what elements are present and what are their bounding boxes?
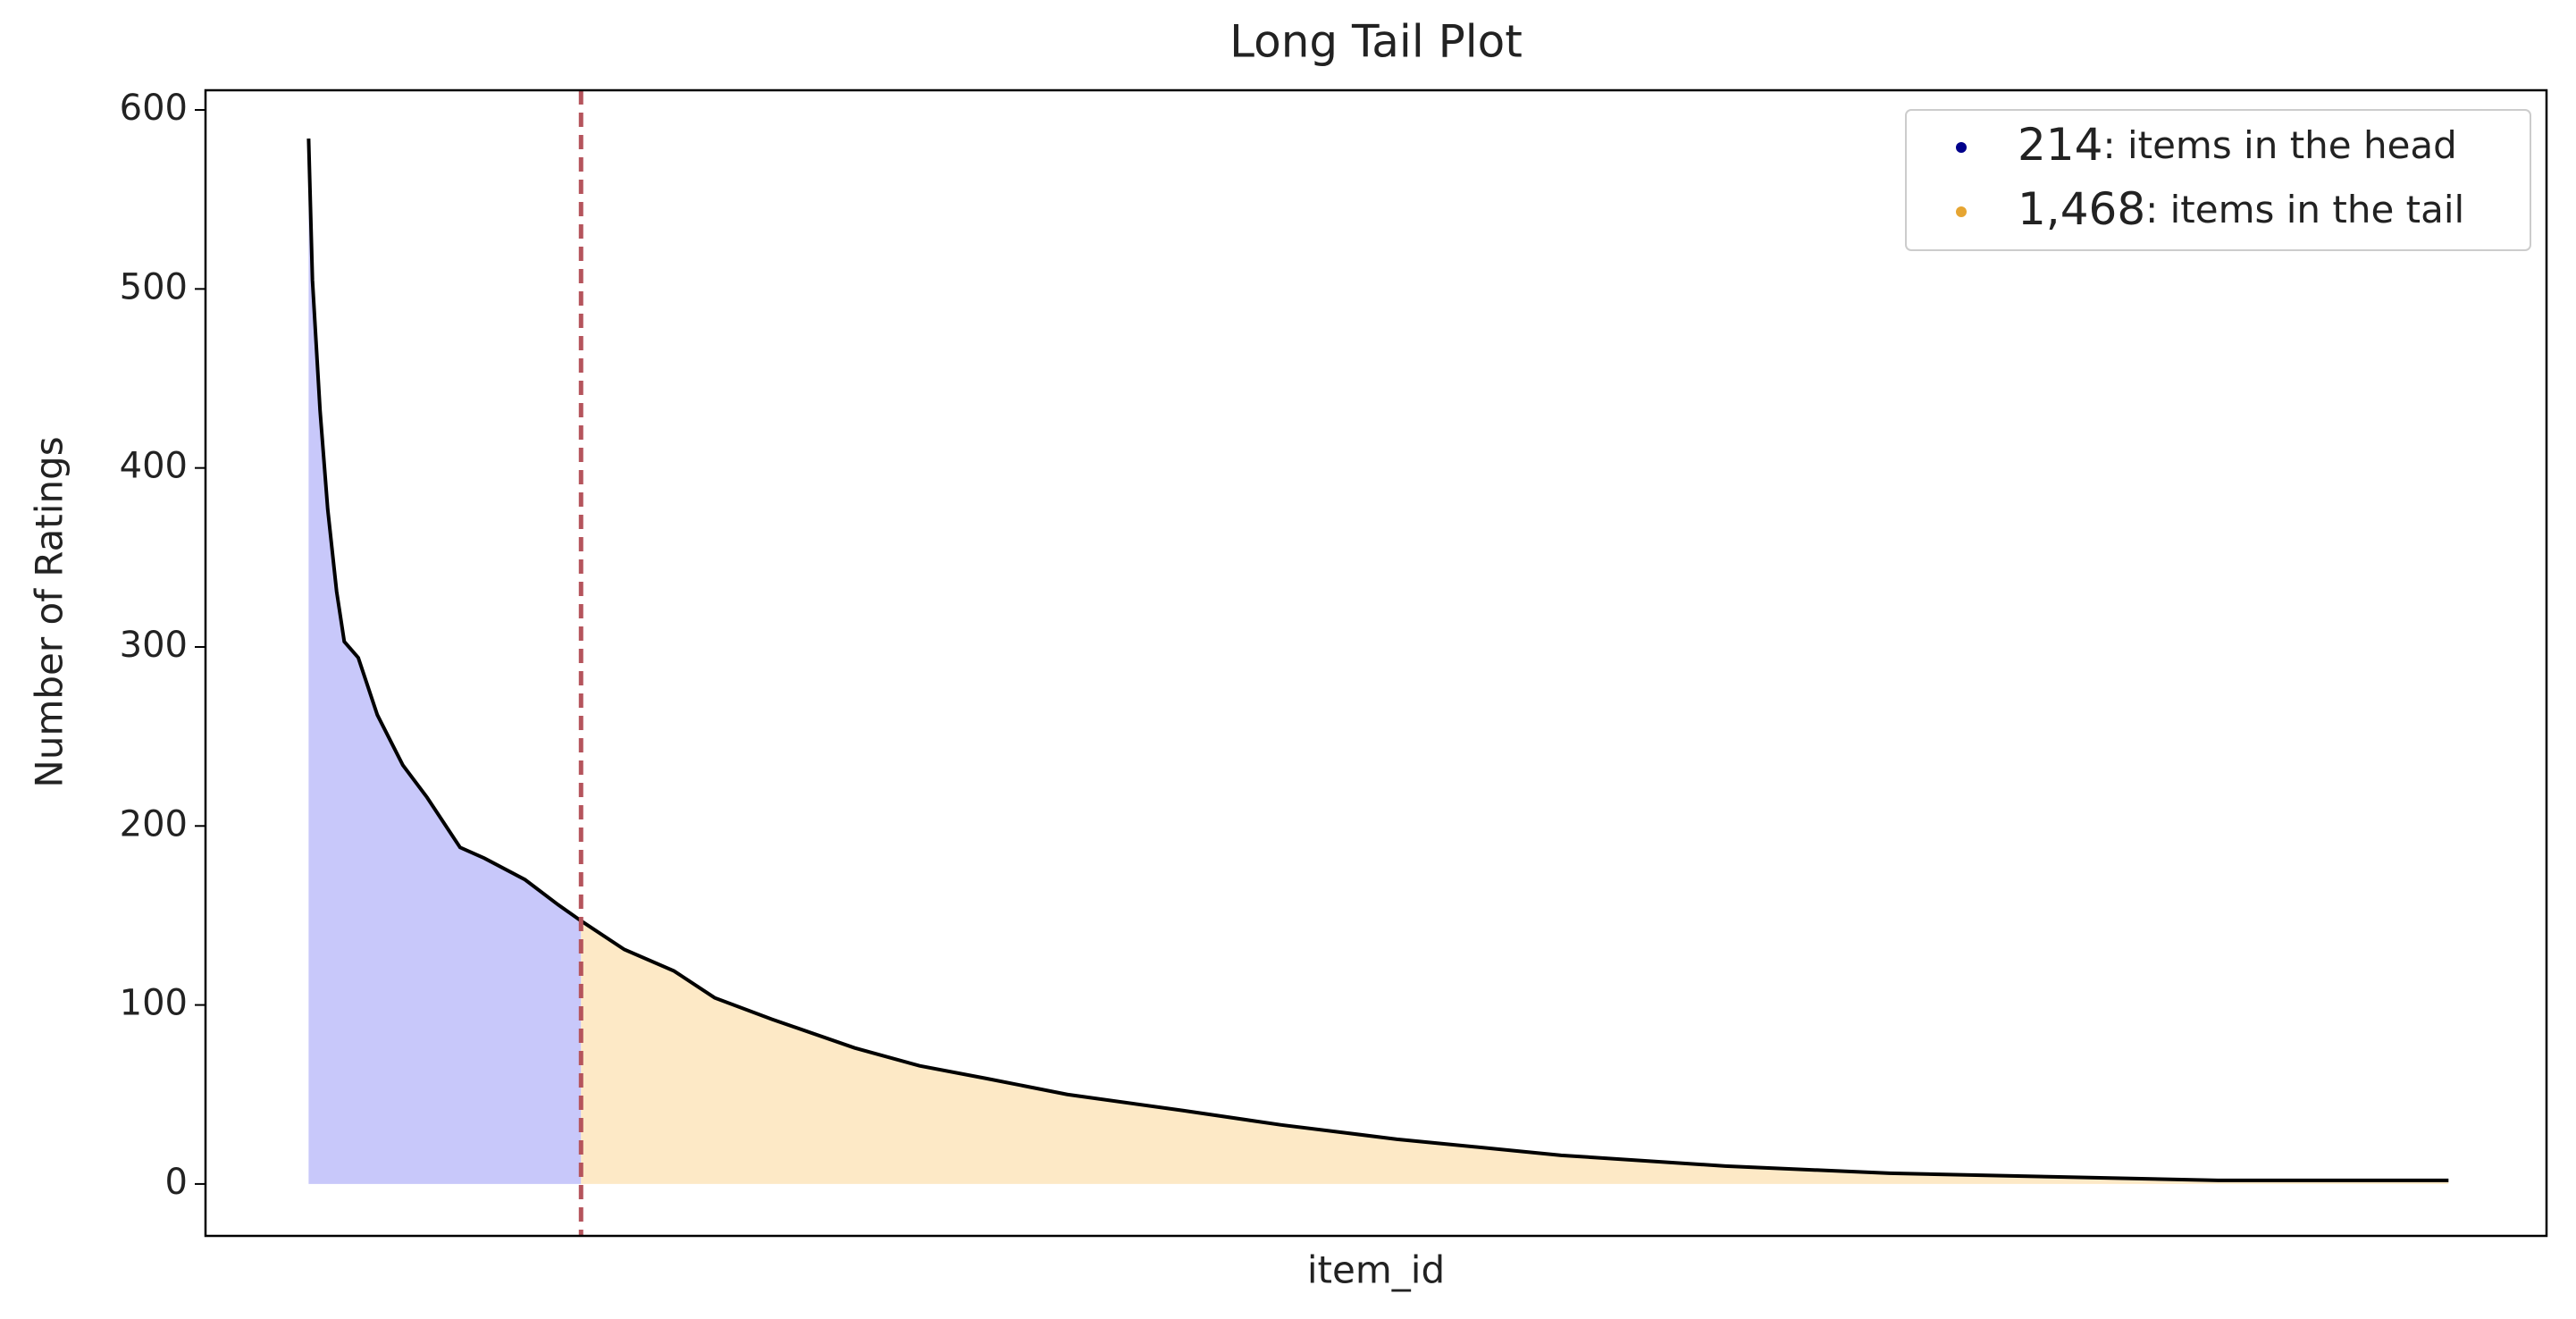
legend-count: 1,468 [2018, 183, 2145, 235]
plot-frame [204, 88, 2548, 1238]
y-tick-label: 400 [120, 446, 188, 487]
tail-area [581, 920, 2449, 1184]
legend-count: 214 [2018, 119, 2102, 171]
legend-text: : items in the tail [2145, 188, 2464, 231]
y-tick-label: 300 [120, 625, 188, 666]
y-tick-label: 100 [120, 983, 188, 1024]
legend-marker [1956, 142, 1967, 153]
legend-text: : items in the head [2102, 123, 2456, 167]
line [306, 139, 2449, 1182]
legend-label: 1,468: items in the tail [2018, 183, 2464, 235]
y-axis-label: Number of Ratings [28, 436, 71, 787]
legend-label: 214: items in the head [2018, 119, 2457, 171]
chart-title: Long Tail Plot [1229, 16, 1523, 68]
y-tick-label: 600 [120, 88, 188, 129]
legend-marker [1956, 206, 1967, 217]
legend-box [1905, 109, 2531, 251]
head-area [308, 139, 582, 1184]
y-tick-label: 0 [165, 1162, 188, 1203]
y-tick-label: 500 [120, 266, 188, 307]
x-axis-label: item_id [1307, 1248, 1445, 1292]
y-tick-label: 200 [120, 803, 188, 844]
